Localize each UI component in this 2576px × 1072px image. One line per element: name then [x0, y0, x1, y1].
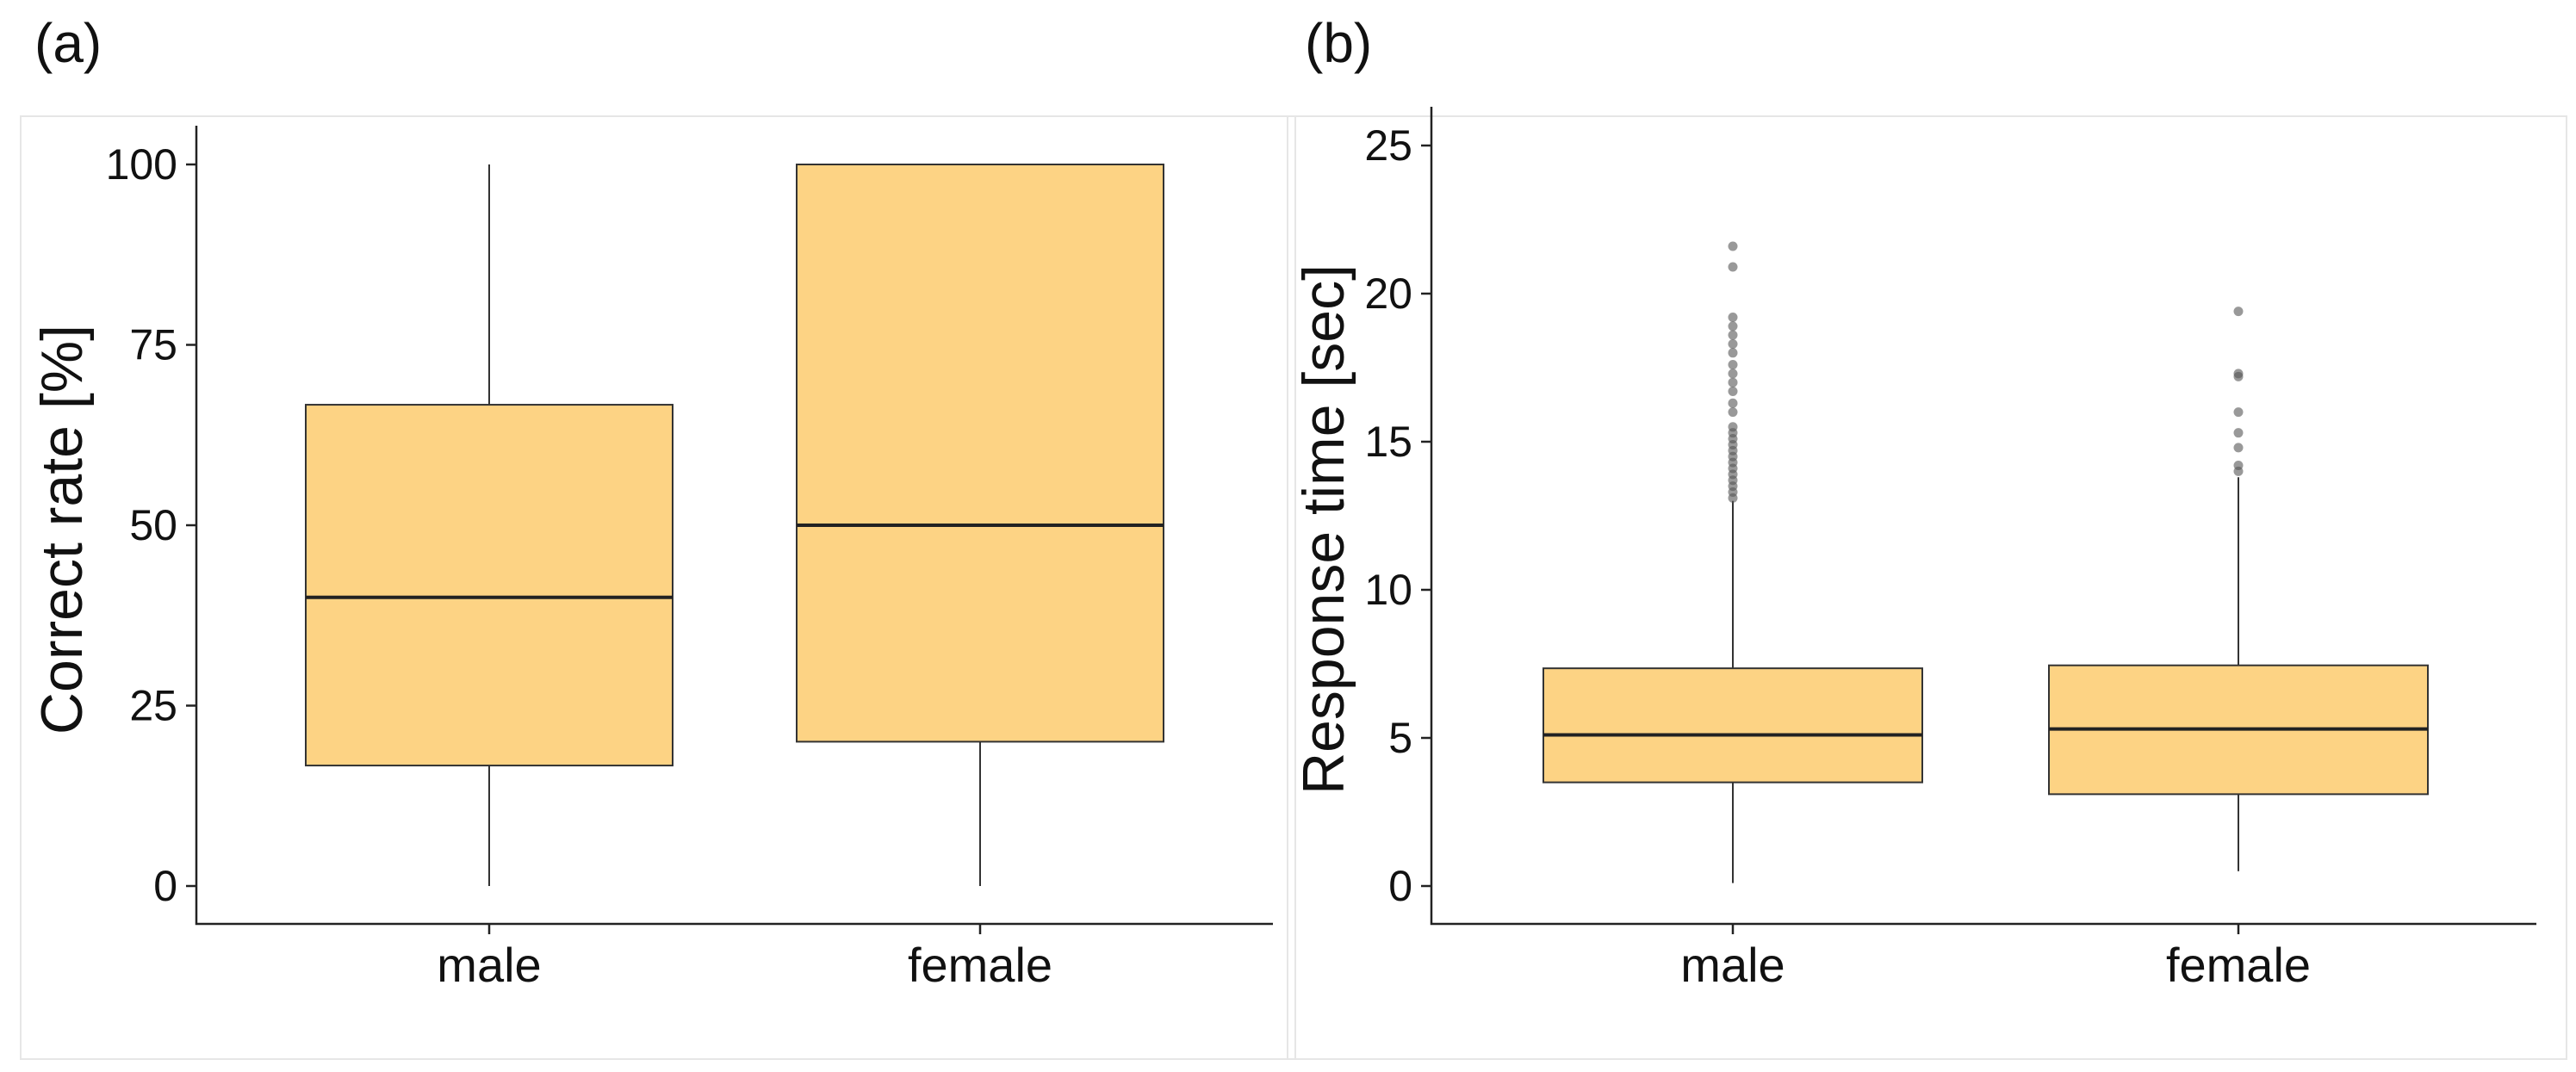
y-tick-label: 20	[1364, 270, 1412, 318]
y-axis-title-b: Response time [sec]	[1291, 264, 1356, 795]
x-category-label: male	[437, 938, 541, 992]
outlier-point	[1728, 321, 1738, 332]
y-tick-label: 0	[1388, 862, 1412, 910]
box-male	[305, 404, 673, 767]
outlier-point	[1728, 338, 1738, 349]
x-category-label: male	[1680, 938, 1785, 992]
outlier-point	[2233, 407, 2244, 418]
y-axis-title-a: Correct rate [%]	[29, 325, 95, 734]
axis-lines	[195, 126, 1273, 926]
y-tick-label: 100	[106, 140, 177, 189]
y-tick-label: 10	[1364, 566, 1412, 614]
y-tick-label: 0	[153, 862, 177, 910]
outlier-point	[1728, 369, 1738, 379]
axis-lines	[1430, 107, 2536, 926]
y-tick-label: 50	[129, 501, 177, 549]
y-tick-label: 25	[1364, 121, 1412, 170]
outlier-point	[2233, 461, 2244, 471]
panel-a-frame	[20, 115, 1296, 1060]
x-category-label: female	[908, 938, 1052, 992]
outlier-point	[1728, 360, 1738, 370]
panel-b-frame	[1287, 115, 2567, 1060]
y-tick-label: 5	[1388, 714, 1412, 762]
box-male	[1542, 667, 1923, 784]
box-female	[796, 164, 1164, 743]
outlier-point	[1728, 241, 1738, 251]
panel-a-plot: 0 25 50 75 100 male female	[106, 126, 1273, 992]
panel-b: (b) 0 5 10 15 20 25 male female Response time […	[1287, 12, 2567, 1060]
y-tick-label: 25	[129, 682, 177, 730]
outlier-point	[1728, 422, 1738, 432]
panel-label-b: (b)	[1305, 12, 1372, 74]
outlier-point	[1728, 377, 1738, 387]
outlier-point	[1728, 398, 1738, 408]
outlier-point	[1728, 313, 1738, 323]
outlier-point	[2233, 428, 2244, 438]
outlier-point	[1728, 330, 1738, 340]
outlier-point	[1728, 262, 1738, 272]
y-tick-label: 75	[129, 321, 177, 369]
outlier-point	[1728, 407, 1738, 418]
panel-label-a: (a)	[34, 12, 102, 74]
panel-b-plot: 0 5 10 15 20 25 male female	[1364, 107, 2536, 992]
outlier-point	[2233, 443, 2244, 453]
outlier-point	[1728, 348, 1738, 358]
x-category-label: female	[2166, 938, 2311, 992]
outlier-point	[2233, 307, 2244, 317]
y-tick-label: 15	[1364, 418, 1412, 466]
panel-a: (a) 0 25 50 75 100 male female Correct rate [%…	[20, 12, 1296, 1060]
outlier-point	[1728, 387, 1738, 397]
outlier-point	[2233, 369, 2244, 379]
